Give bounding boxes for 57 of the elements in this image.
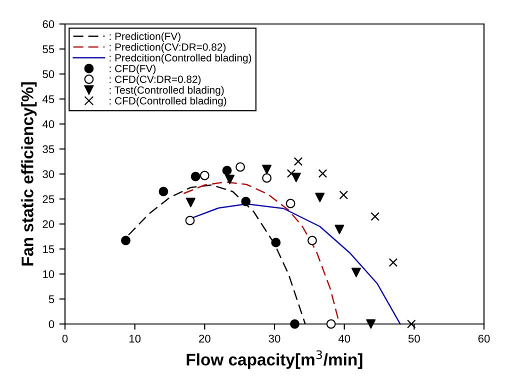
point: [315, 192, 325, 202]
point: [186, 198, 196, 208]
point: [286, 169, 296, 178]
y-tick-label: 60: [42, 20, 54, 28]
point: [388, 258, 398, 267]
point: [271, 238, 281, 248]
legend-label: : Predcition(Controlled blading): [110, 54, 252, 64]
y-tick-label: 10: [43, 270, 54, 278]
point: [200, 170, 210, 180]
legend-label: : CFD(CV:DR=0.82): [110, 75, 201, 86]
y-tick-label: 30: [42, 170, 54, 178]
x-axis-title: Flow capacity[m$^{3}$/min]: [186, 350, 362, 369]
point: [262, 173, 272, 183]
x-tick-label: 20: [199, 334, 210, 343]
y-tick-label: 5: [48, 295, 54, 304]
y-tick-label: 40: [42, 120, 54, 128]
legend-label: : Test(Controlled blading): [110, 86, 224, 96]
legend-label: : CFD(FV): [110, 64, 156, 74]
y-tick-label: 20: [42, 220, 54, 228]
point: [326, 319, 336, 329]
legend-label: : Prediction(CV:DR=0.82): [110, 43, 226, 53]
point: [370, 212, 380, 221]
point: [290, 319, 300, 329]
point: [225, 174, 235, 184]
legend-label: : Prediction(FV): [110, 32, 180, 42]
point: [318, 169, 328, 178]
x-tick-label: 0: [62, 334, 68, 343]
point: [121, 236, 130, 246]
point: [241, 196, 251, 206]
point: [286, 198, 296, 208]
point: [307, 236, 317, 246]
x-tick-label: 30: [268, 334, 280, 343]
point: [339, 190, 348, 200]
point: [236, 162, 246, 172]
point: [185, 216, 195, 226]
point: [294, 157, 303, 166]
y-axis-title: Fan static efficiency[%]: [21, 82, 37, 266]
y-tick-label: 55: [42, 45, 54, 54]
y-tick-label: 45: [42, 95, 54, 104]
point: [366, 319, 376, 329]
point: [158, 186, 168, 196]
point: [190, 172, 200, 182]
point: [407, 320, 416, 328]
y-tick-label: 0: [48, 320, 54, 328]
point: [262, 164, 272, 174]
point: [334, 224, 344, 234]
legend-label: : CFD(Controlled blading): [110, 96, 226, 107]
x-tick-label: 10: [130, 334, 141, 343]
point: [222, 166, 232, 176]
x-tick-label: 40: [338, 334, 350, 343]
y-tick-label: 15: [43, 245, 54, 254]
y-tick-label: 35: [42, 145, 54, 154]
point: [351, 268, 361, 278]
y-tick-label: 25: [42, 195, 54, 204]
x-tick-label: 60: [478, 334, 490, 343]
y-tick-label: 50: [42, 70, 54, 78]
x-tick-label: 50: [408, 334, 420, 343]
